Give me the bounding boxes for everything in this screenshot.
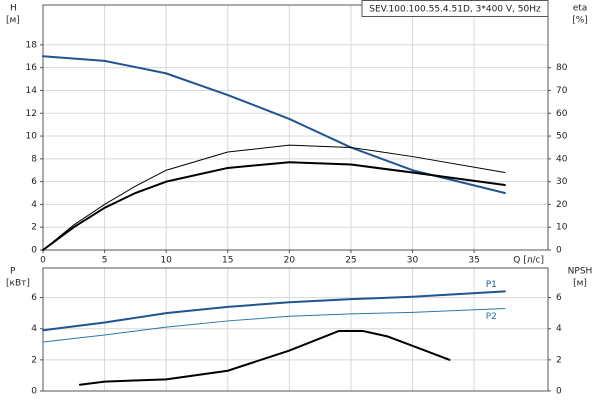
- y-axis-unit: [м]: [6, 16, 20, 26]
- plot-frame: [42, 267, 549, 392]
- curve: [42, 144, 506, 251]
- y-tick-label: 6: [31, 293, 37, 303]
- y-axis-label: P: [10, 267, 16, 277]
- x-tick-label: 5: [102, 256, 108, 266]
- title-box: [361, 0, 549, 17]
- y2-axis-unit: [м]: [573, 279, 587, 289]
- y2-tick-label: 4: [556, 324, 562, 334]
- y-tick-label: 12: [26, 109, 37, 119]
- y2-tick-label: 2: [556, 355, 562, 365]
- y-tick-label: 2: [31, 355, 37, 365]
- y-tick-label: 6: [31, 177, 37, 187]
- y2-tick-label: 0: [556, 387, 562, 397]
- curve: [78, 330, 451, 386]
- y-tick-label: 18: [26, 40, 38, 50]
- y-tick-label: 10: [26, 132, 38, 142]
- y2-axis-unit: [%]: [572, 16, 588, 26]
- series-label: P1: [486, 280, 497, 290]
- y-tick-label: 0: [31, 246, 37, 256]
- plot-frame: [42, 4, 549, 251]
- y2-tick-label: 20: [556, 200, 568, 210]
- x-tick-label: 10: [160, 256, 172, 266]
- chart-title: SEV.100.100.55.4.51D, 3*400 V, 50Hz: [369, 5, 541, 15]
- y-tick-label: 4: [31, 324, 37, 334]
- series-label: P2: [486, 312, 497, 322]
- y2-tick-label: 60: [556, 109, 568, 119]
- y2-tick-label: 0: [556, 246, 562, 256]
- y-tick-label: 2: [31, 223, 37, 233]
- y2-tick-label: 70: [556, 86, 568, 96]
- x-axis-label: Q [л/с]: [513, 256, 544, 266]
- curve: [42, 307, 506, 343]
- y2-axis-label: eta: [573, 4, 588, 14]
- y-tick-label: 4: [31, 200, 37, 210]
- y-tick-label: 0: [31, 387, 37, 397]
- x-tick-label: 20: [284, 256, 296, 266]
- curve: [42, 55, 506, 195]
- y-axis-unit: [кВт]: [6, 279, 30, 289]
- curve: [42, 161, 506, 251]
- y-tick-label: 14: [26, 86, 38, 96]
- y2-tick-label: 30: [556, 177, 568, 187]
- y-tick-label: 8: [31, 154, 37, 164]
- y2-tick-label: 6: [556, 293, 562, 303]
- y-tick-label: 16: [26, 63, 38, 73]
- x-tick-label: 25: [345, 256, 356, 266]
- x-tick-label: 35: [468, 256, 479, 266]
- y2-tick-label: 50: [556, 132, 568, 142]
- x-tick-label: 0: [40, 256, 46, 266]
- y-axis-label: H: [10, 4, 17, 14]
- y2-axis-label: NPSH: [568, 267, 593, 277]
- y2-tick-label: 40: [556, 154, 568, 164]
- x-tick-label: 30: [407, 256, 419, 266]
- y2-tick-label: 80: [556, 63, 568, 73]
- x-tick-label: 15: [222, 256, 233, 266]
- y2-tick-label: 10: [556, 223, 568, 233]
- curve: [42, 290, 506, 332]
